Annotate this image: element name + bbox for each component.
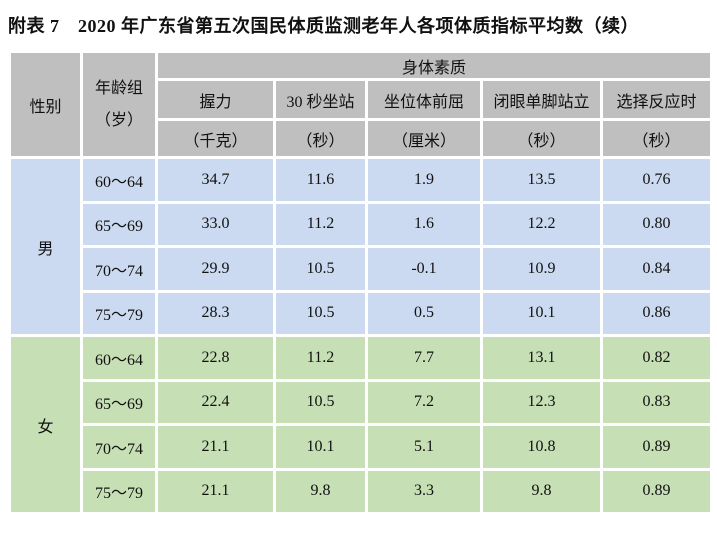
age-cell: 60～64 (80, 334, 158, 382)
header-age-line1: 年龄组 (94, 79, 143, 97)
value-cell: 11.6 (273, 156, 368, 204)
value-cell: 10.5 (273, 378, 368, 426)
value-cell: 9.8 (480, 467, 603, 515)
value-cell: 0.80 (599, 200, 714, 248)
col-header-grip: 握力 (155, 78, 276, 121)
gender-cell-female: 女 (8, 334, 83, 515)
value-cell: 10.5 (273, 245, 368, 293)
value-cell: 21.1 (155, 467, 276, 515)
value-cell: 0.76 (599, 156, 714, 204)
header-age-line2: （岁） (94, 111, 143, 129)
value-cell: 0.5 (365, 289, 483, 337)
gender-cell-male: 男 (8, 156, 83, 337)
value-cell: 12.2 (480, 200, 603, 248)
col-header-one-leg-stand: 闭眼单脚站立 (480, 78, 603, 121)
value-cell: 22.8 (155, 334, 276, 382)
col-header-sit-stand: 30 秒坐站 (273, 78, 368, 121)
unit-header-sit-reach: （厘米） (365, 118, 483, 159)
age-cell: 75～79 (80, 289, 158, 337)
value-cell: 13.1 (480, 334, 603, 382)
value-cell: 33.0 (155, 200, 276, 248)
value-cell: 5.1 (365, 423, 483, 471)
value-cell: 0.89 (599, 423, 714, 471)
age-cell: 70～74 (80, 245, 158, 293)
header-section-title: 身体素质 (154, 50, 714, 81)
value-cell: 11.2 (273, 334, 368, 382)
value-cell: 10.8 (480, 423, 603, 471)
value-cell: 0.83 (599, 378, 714, 426)
age-cell: 65～69 (80, 378, 158, 426)
value-cell: 7.2 (365, 378, 483, 426)
value-cell: -0.1 (365, 245, 483, 293)
value-cell: 28.3 (155, 289, 276, 337)
value-cell: 13.5 (480, 156, 603, 204)
value-cell: 1.6 (365, 200, 483, 248)
value-cell: 34.7 (155, 156, 276, 204)
value-cell: 10.5 (273, 289, 368, 337)
unit-header-reaction-time: （秒） (599, 118, 714, 159)
value-cell: 0.86 (599, 289, 714, 337)
value-cell: 0.84 (599, 245, 714, 293)
value-cell: 22.4 (155, 378, 276, 426)
unit-header-grip: （千克） (155, 118, 276, 159)
value-cell: 10.9 (480, 245, 603, 293)
header-gender: 性别 (8, 50, 83, 159)
age-cell: 65～69 (80, 200, 158, 248)
value-cell: 0.82 (599, 334, 714, 382)
value-cell: 0.89 (599, 467, 714, 515)
col-header-sit-reach: 坐位体前屈 (365, 78, 483, 121)
value-cell: 29.9 (155, 245, 276, 293)
unit-header-one-leg-stand: （秒） (480, 118, 603, 159)
value-cell: 7.7 (365, 334, 483, 382)
value-cell: 21.1 (155, 423, 276, 471)
value-cell: 11.2 (273, 200, 368, 248)
value-cell: 12.3 (480, 378, 603, 426)
age-cell: 75～79 (80, 467, 158, 515)
unit-header-sit-stand: （秒） (273, 118, 368, 159)
value-cell: 10.1 (480, 289, 603, 337)
value-cell: 1.9 (365, 156, 483, 204)
value-cell: 10.1 (273, 423, 368, 471)
fitness-table: 性别 年龄组 （岁） 身体素质 握力 30 秒坐站 坐位体前屈 闭眼单脚站立 选… (8, 50, 714, 515)
value-cell: 3.3 (365, 467, 483, 515)
value-cell: 9.8 (273, 467, 368, 515)
page-title: 附表 7 2020 年广东省第五次国民体质监测老年人各项体质指标平均数（续） (8, 16, 639, 36)
age-cell: 60～64 (80, 156, 158, 204)
header-age-group: 年龄组 （岁） (80, 50, 158, 159)
col-header-reaction-time: 选择反应时 (599, 78, 714, 121)
age-cell: 70～74 (80, 423, 158, 471)
